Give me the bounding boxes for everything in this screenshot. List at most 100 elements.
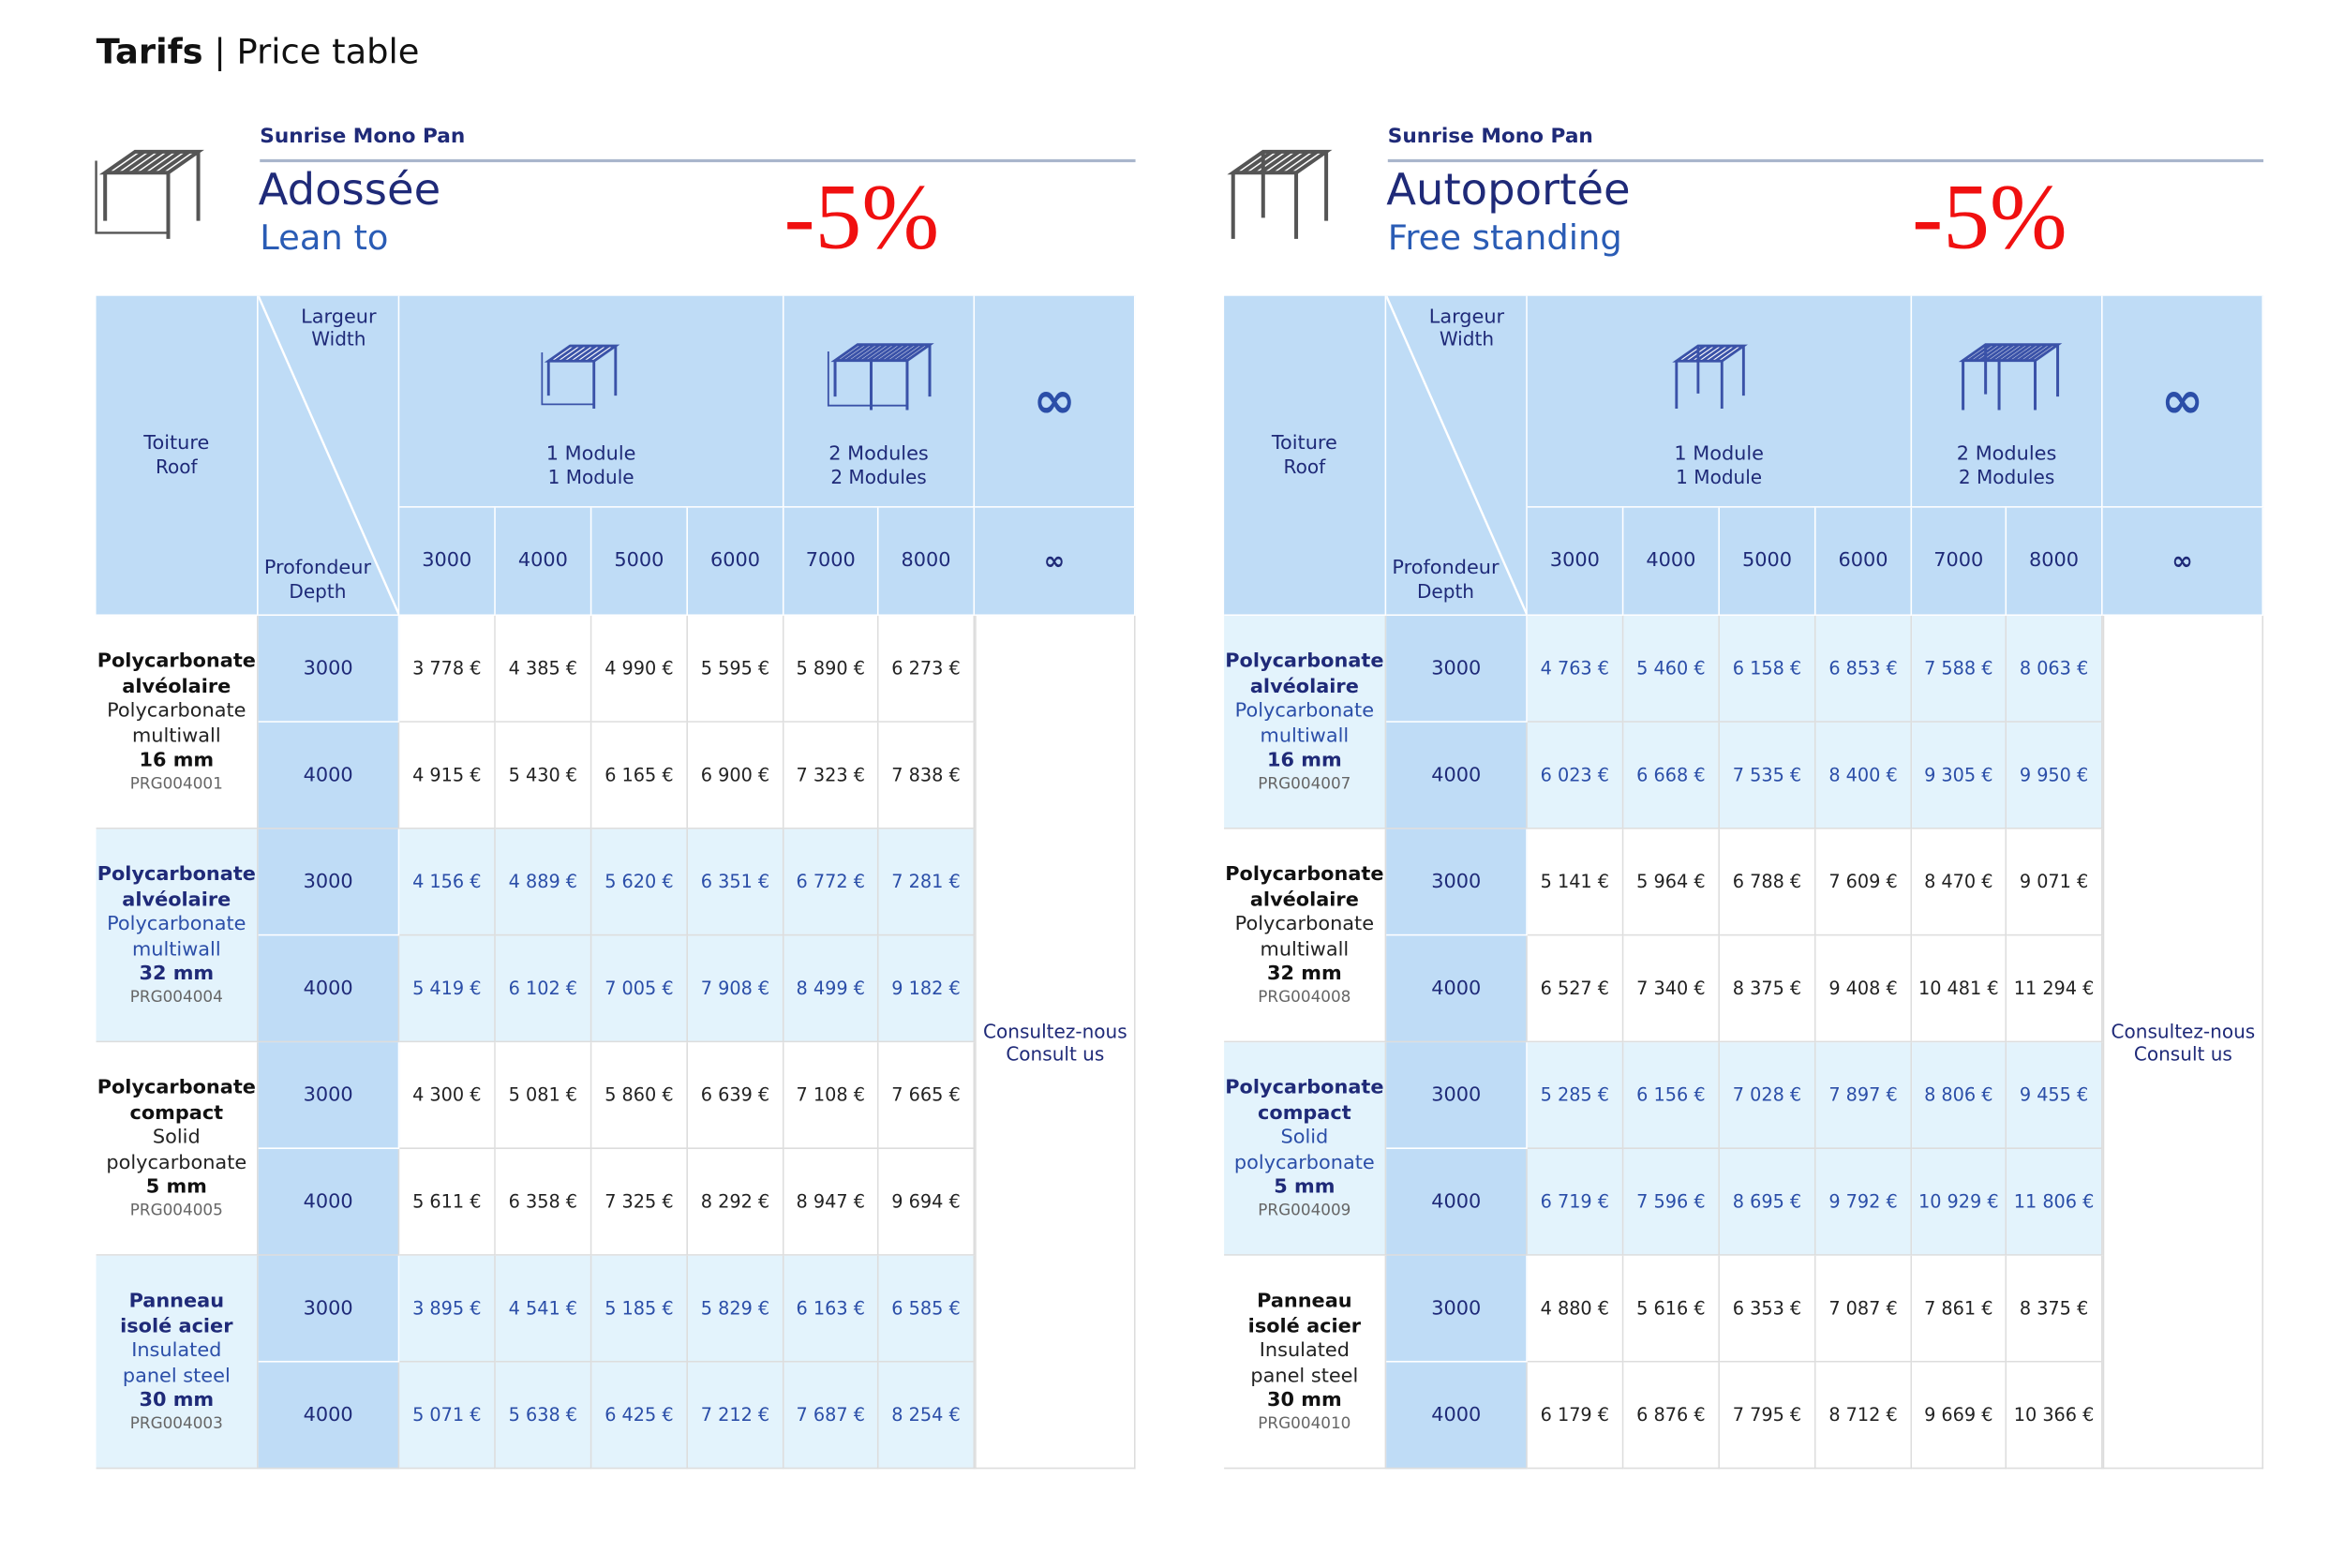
depth-text: 3000 [303, 870, 353, 893]
price: 7 838 € [891, 764, 961, 786]
price-cell: 6 179 € [1527, 1362, 1624, 1470]
width-header: 5000 [591, 507, 688, 617]
price-cell: 6 023 € [1527, 722, 1624, 829]
price-cell: 8 254 € [878, 1362, 976, 1470]
price-cell: 7 838 € [878, 722, 976, 829]
price: 5 081 € [508, 1084, 578, 1106]
price-cell: 7 535 € [1719, 722, 1816, 829]
price-cell: 6 719 € [1527, 1148, 1624, 1256]
price-cell: 6 425 € [591, 1362, 688, 1470]
depth-value: 3000 [1386, 1042, 1528, 1149]
price-cell: 4 156 € [399, 829, 496, 936]
thickness: 32 mm [1267, 963, 1342, 986]
price: 9 669 € [1924, 1404, 1993, 1426]
price: 5 616 € [1636, 1297, 1706, 1320]
price: 7 588 € [1924, 657, 1993, 679]
infinity-header: ∞ [2102, 507, 2264, 617]
depth-label: Profondeur Depth [264, 558, 371, 603]
depth-text: 3000 [1431, 870, 1482, 893]
price-cell: 4 880 € [1527, 1255, 1624, 1363]
roof-name-en: Polycarbonate multiwall [1234, 700, 1375, 748]
width-value: 3000 [1549, 549, 1600, 573]
price: 7 108 € [796, 1084, 865, 1106]
price: 4 156 € [412, 871, 482, 892]
price-cell: 4 541 € [495, 1255, 592, 1363]
code: PRG004007 [1258, 774, 1351, 793]
price-cell: 8 712 € [1815, 1362, 1913, 1470]
price-cell: 9 071 € [2007, 829, 2103, 936]
price: 6 023 € [1540, 764, 1610, 786]
price-cell: 7 588 € [1912, 616, 2007, 723]
width-value: 5000 [614, 549, 664, 573]
price: 11 806 € [2013, 1190, 2095, 1213]
price-cell: 7 340 € [1623, 935, 1720, 1043]
price-cell: 5 185 € [591, 1255, 688, 1363]
price-cell: 9 182 € [878, 935, 976, 1043]
price-cell: 6 900 € [687, 722, 784, 829]
price: 6 102 € [508, 978, 578, 999]
depth-value: 4000 [1386, 722, 1528, 829]
pergola-icon [1672, 344, 1748, 409]
price-cell: 4 300 € [399, 1042, 496, 1149]
price: 4 763 € [1540, 657, 1610, 679]
width-en: Width [311, 327, 366, 351]
price: 5 285 € [1540, 1084, 1610, 1106]
title-fr: Adossée [258, 163, 441, 216]
width-value: 8000 [2029, 549, 2080, 573]
roof-name-en: Polycarbonate multiwall [107, 700, 246, 748]
width-value: 5000 [1741, 549, 1792, 573]
price: 5 964 € [1636, 871, 1706, 892]
price-cell: 5 890 € [783, 616, 879, 723]
depth-value: 4000 [258, 1148, 400, 1256]
price: 8 400 € [1828, 764, 1898, 786]
roof-name-fr: Polycarbonate compact [1225, 1077, 1384, 1125]
width-value: 7000 [1933, 549, 1984, 573]
corner-header: Largeur Width Profondeur Depth [258, 295, 400, 617]
price: 5 430 € [508, 764, 578, 786]
price-cell: 9 694 € [878, 1148, 976, 1256]
price: 8 695 € [1732, 1190, 1802, 1213]
price-cell: 6 527 € [1527, 935, 1624, 1043]
price: 7 340 € [1636, 978, 1706, 999]
price-cell: 6 158 € [1719, 616, 1816, 723]
price-cell: 5 638 € [495, 1362, 592, 1470]
roof-header: Toiture Roof [96, 295, 259, 617]
price-cell: 6 668 € [1623, 722, 1720, 829]
infinity: ∞ [2171, 545, 2193, 576]
depth-value: 4000 [258, 722, 400, 829]
consult-en: Consult us [2133, 1041, 2232, 1065]
price-cell: 3 895 € [399, 1255, 496, 1363]
price: 6 668 € [1636, 764, 1706, 786]
price: 6 165 € [604, 764, 674, 786]
price: 7 596 € [1636, 1190, 1706, 1213]
price: 11 294 € [2013, 978, 2095, 999]
depth-text: 3000 [1431, 657, 1482, 680]
depth-text: 3000 [303, 657, 353, 680]
width-header: 4000 [1623, 507, 1720, 617]
price: 6 585 € [891, 1297, 961, 1320]
price-cell: 6 853 € [1815, 616, 1913, 723]
diagonal [1386, 295, 1528, 617]
title-en: Lean to [260, 218, 389, 259]
price: 5 620 € [604, 871, 674, 892]
price-cell: 5 829 € [687, 1255, 784, 1363]
price: 9 694 € [891, 1190, 961, 1213]
title-fr: Autoportée [1386, 163, 1631, 216]
price-cell: 4 990 € [591, 616, 688, 723]
price-cell: 8 400 € [1815, 722, 1913, 829]
module-en: 2 Modules [830, 465, 927, 488]
price-cell: 8 375 € [2007, 1255, 2103, 1363]
pergola-icon [95, 149, 204, 239]
price: 8 375 € [1732, 978, 1802, 999]
price: 4 541 € [508, 1297, 578, 1320]
price-cell: 4 889 € [495, 829, 592, 936]
price: 5 595 € [700, 657, 770, 679]
price: 7 212 € [700, 1404, 770, 1426]
price-cell: 5 430 € [495, 722, 592, 829]
price: 5 611 € [412, 1190, 482, 1213]
depth-text: 3000 [303, 1083, 353, 1107]
price: 6 353 € [1732, 1297, 1802, 1320]
price: 9 182 € [891, 978, 961, 999]
width-value: 7000 [805, 549, 856, 573]
divider [1387, 158, 2264, 162]
